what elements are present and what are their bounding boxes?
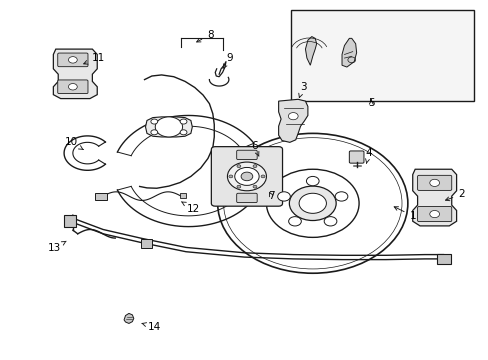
Circle shape xyxy=(288,217,301,226)
Circle shape xyxy=(429,179,439,186)
Circle shape xyxy=(234,167,259,185)
Circle shape xyxy=(252,165,256,168)
Circle shape xyxy=(252,185,256,188)
Polygon shape xyxy=(278,99,307,142)
FancyBboxPatch shape xyxy=(417,207,451,222)
Circle shape xyxy=(180,119,186,124)
Polygon shape xyxy=(145,117,192,137)
Text: 10: 10 xyxy=(65,138,83,149)
Polygon shape xyxy=(412,169,456,226)
Bar xyxy=(290,10,473,101)
Text: 13: 13 xyxy=(48,241,66,253)
Polygon shape xyxy=(124,314,134,323)
Text: 4: 4 xyxy=(365,148,371,163)
Circle shape xyxy=(68,57,77,63)
Polygon shape xyxy=(341,39,356,67)
FancyBboxPatch shape xyxy=(236,193,257,203)
FancyBboxPatch shape xyxy=(58,80,88,94)
Text: 5: 5 xyxy=(367,98,374,108)
FancyBboxPatch shape xyxy=(348,151,363,163)
Text: 11: 11 xyxy=(83,53,104,64)
FancyBboxPatch shape xyxy=(141,239,152,248)
Circle shape xyxy=(217,134,407,273)
Circle shape xyxy=(241,172,252,181)
Circle shape xyxy=(180,130,186,135)
Circle shape xyxy=(306,176,319,186)
FancyBboxPatch shape xyxy=(64,215,76,226)
Circle shape xyxy=(237,185,241,188)
Circle shape xyxy=(68,84,77,90)
FancyBboxPatch shape xyxy=(211,147,282,206)
Text: 6: 6 xyxy=(250,141,259,156)
Polygon shape xyxy=(53,49,97,99)
Circle shape xyxy=(228,175,232,178)
Text: 14: 14 xyxy=(142,322,161,332)
Circle shape xyxy=(334,192,347,201)
Text: 12: 12 xyxy=(181,202,200,214)
Circle shape xyxy=(151,130,158,135)
Circle shape xyxy=(227,162,266,191)
FancyBboxPatch shape xyxy=(95,193,106,201)
Circle shape xyxy=(237,165,241,168)
FancyBboxPatch shape xyxy=(417,175,451,190)
Circle shape xyxy=(324,217,336,226)
Text: 9: 9 xyxy=(223,53,233,68)
Circle shape xyxy=(299,193,326,213)
Circle shape xyxy=(289,186,335,221)
Circle shape xyxy=(261,175,264,178)
Text: 7: 7 xyxy=(267,191,274,201)
Text: 3: 3 xyxy=(298,82,305,98)
Circle shape xyxy=(288,113,298,120)
FancyBboxPatch shape xyxy=(436,254,450,264)
Circle shape xyxy=(429,211,439,218)
Circle shape xyxy=(266,169,358,237)
FancyBboxPatch shape xyxy=(58,53,88,67)
FancyBboxPatch shape xyxy=(236,150,257,159)
FancyBboxPatch shape xyxy=(179,193,186,198)
Circle shape xyxy=(277,192,290,201)
Circle shape xyxy=(155,117,182,137)
Text: 8: 8 xyxy=(196,30,213,42)
Polygon shape xyxy=(305,37,316,65)
Text: 1: 1 xyxy=(393,207,415,221)
Circle shape xyxy=(151,119,158,124)
Text: 2: 2 xyxy=(445,189,464,201)
